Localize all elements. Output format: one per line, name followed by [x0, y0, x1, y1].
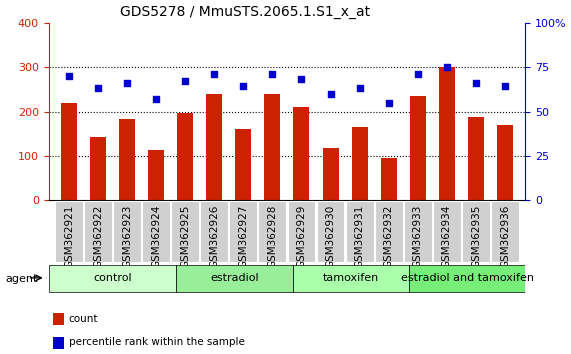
Bar	[264, 94, 280, 200]
FancyBboxPatch shape	[288, 201, 315, 262]
Text: control: control	[93, 273, 132, 283]
Text: GSM362931: GSM362931	[355, 205, 365, 268]
FancyBboxPatch shape	[462, 201, 490, 262]
Text: estradiol and tamoxifen: estradiol and tamoxifen	[401, 273, 534, 283]
FancyBboxPatch shape	[404, 201, 432, 262]
Text: tamoxifen: tamoxifen	[323, 273, 379, 283]
FancyBboxPatch shape	[49, 265, 176, 292]
Point	[384, 100, 393, 105]
Bar	[61, 103, 77, 200]
Point	[65, 73, 74, 79]
Text: GSM362933: GSM362933	[413, 205, 423, 268]
Text: GSM362934: GSM362934	[442, 205, 452, 268]
Point	[151, 96, 160, 102]
Text: percentile rank within the sample: percentile rank within the sample	[69, 337, 244, 348]
Text: GSM362923: GSM362923	[122, 205, 132, 268]
FancyBboxPatch shape	[491, 201, 519, 262]
Bar	[323, 148, 339, 200]
FancyBboxPatch shape	[176, 265, 293, 292]
Point	[268, 72, 277, 77]
Point	[180, 78, 190, 83]
Bar	[119, 120, 135, 200]
Bar	[53, 313, 64, 325]
Text: GSM362921: GSM362921	[64, 205, 74, 268]
Text: GSM362930: GSM362930	[325, 205, 336, 268]
Bar	[293, 107, 309, 200]
Point	[326, 91, 335, 97]
FancyBboxPatch shape	[293, 265, 409, 292]
FancyBboxPatch shape	[113, 201, 141, 262]
Bar	[410, 96, 426, 200]
Point	[471, 80, 480, 86]
FancyBboxPatch shape	[55, 201, 83, 262]
Text: GSM362936: GSM362936	[500, 205, 510, 268]
Point	[500, 83, 509, 88]
Text: GSM362926: GSM362926	[209, 205, 219, 268]
Bar	[177, 113, 193, 200]
Bar	[90, 137, 106, 200]
Bar	[53, 337, 64, 349]
Text: GSM362922: GSM362922	[93, 205, 103, 268]
FancyBboxPatch shape	[409, 265, 525, 292]
FancyBboxPatch shape	[316, 201, 344, 262]
Point	[210, 72, 219, 77]
Point	[297, 76, 306, 81]
FancyBboxPatch shape	[84, 201, 112, 262]
Bar	[235, 129, 251, 200]
Bar	[381, 158, 397, 200]
Bar	[206, 94, 222, 200]
Point	[239, 83, 248, 88]
Point	[413, 72, 423, 77]
Text: agent: agent	[6, 274, 38, 284]
FancyBboxPatch shape	[200, 201, 228, 262]
FancyBboxPatch shape	[259, 201, 286, 262]
FancyBboxPatch shape	[345, 201, 373, 262]
Point	[122, 80, 131, 86]
Text: GSM362935: GSM362935	[471, 205, 481, 268]
FancyBboxPatch shape	[375, 201, 403, 262]
Bar	[352, 127, 368, 200]
Point	[443, 64, 452, 70]
Text: GSM362932: GSM362932	[384, 205, 393, 268]
Text: GSM362924: GSM362924	[151, 205, 161, 268]
Bar	[497, 125, 513, 200]
Bar	[148, 150, 164, 200]
FancyBboxPatch shape	[142, 201, 170, 262]
FancyBboxPatch shape	[230, 201, 258, 262]
Bar	[439, 67, 455, 200]
Text: GSM362928: GSM362928	[267, 205, 278, 268]
FancyBboxPatch shape	[171, 201, 199, 262]
Point	[355, 85, 364, 91]
Text: GSM362925: GSM362925	[180, 205, 190, 268]
Point	[94, 86, 103, 91]
Text: GSM362929: GSM362929	[296, 205, 307, 268]
Text: GDS5278 / MmuSTS.2065.1.S1_x_at: GDS5278 / MmuSTS.2065.1.S1_x_at	[120, 5, 371, 19]
Text: estradiol: estradiol	[210, 273, 259, 283]
Text: count: count	[69, 314, 98, 324]
FancyBboxPatch shape	[433, 201, 461, 262]
Text: GSM362927: GSM362927	[238, 205, 248, 268]
Bar	[468, 117, 484, 200]
